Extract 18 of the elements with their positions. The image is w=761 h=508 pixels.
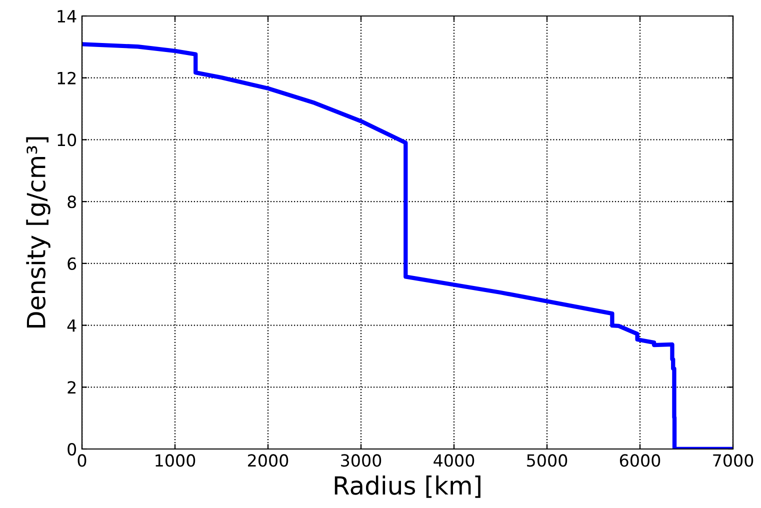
y-tick-label: 4	[67, 319, 76, 332]
y-axis-title: Density [g/cm³]	[26, 137, 50, 328]
x-axis-title: Radius [km]	[334, 476, 480, 498]
y-tick-label: 10	[58, 134, 76, 146]
x-tick-label: 3000	[341, 454, 382, 467]
x-tick-label: 5000	[527, 454, 568, 467]
y-tick-label: 2	[68, 381, 76, 394]
x-tick-label: 7000	[713, 454, 754, 467]
x-tick-label: 0	[78, 454, 86, 467]
y-tick-label: 14	[58, 10, 76, 22]
x-tick-label: 1000	[156, 454, 196, 467]
x-tick-label: 4000	[434, 454, 474, 467]
y-tick-label: 8	[68, 196, 76, 208]
x-tick-label: 2000	[248, 454, 288, 467]
y-tick-label: 6	[68, 257, 76, 270]
x-tick-label: 6000	[620, 454, 660, 467]
y-tick-label: 0	[68, 442, 76, 456]
y-tick-label: 12	[58, 72, 76, 84]
